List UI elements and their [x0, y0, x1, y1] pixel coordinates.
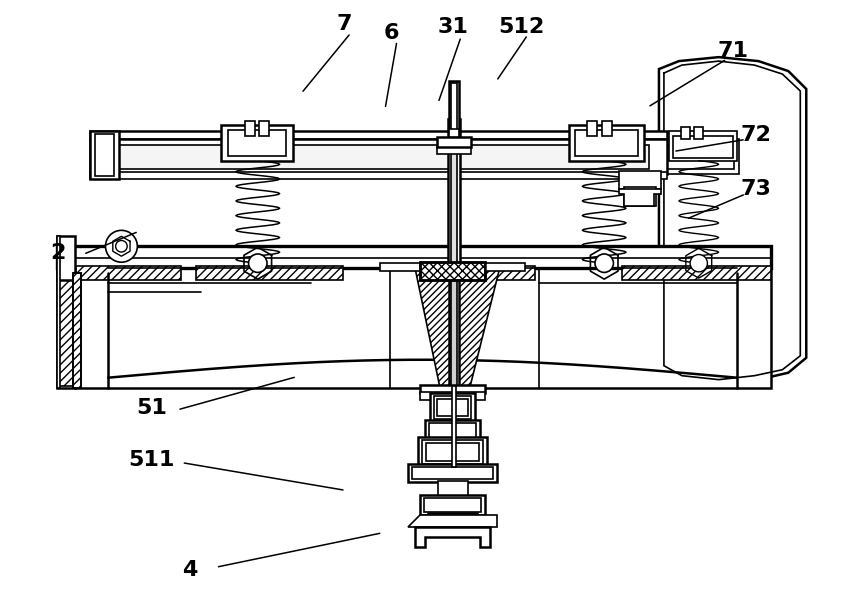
Bar [437, 399, 468, 416]
Bar [57, 246, 771, 268]
Bar [259, 121, 269, 136]
Bar [429, 423, 476, 440]
Bar [196, 266, 344, 280]
Circle shape [106, 230, 137, 262]
Bar [451, 121, 457, 268]
Bar [73, 273, 81, 388]
Bar [437, 146, 471, 154]
Bar [57, 266, 181, 280]
Text: 51: 51 [137, 398, 167, 418]
Bar [412, 468, 493, 479]
Text: 72: 72 [740, 125, 771, 145]
Bar [694, 127, 703, 139]
Bar [420, 262, 484, 280]
Text: 512: 512 [499, 17, 545, 37]
Bar [673, 136, 733, 157]
Bar [57, 268, 75, 388]
Bar [451, 268, 457, 385]
Bar [602, 121, 612, 136]
Bar [420, 392, 484, 399]
Bar [57, 237, 75, 280]
Circle shape [248, 254, 267, 272]
Bar [75, 268, 771, 388]
Bar [451, 83, 457, 131]
Text: 4: 4 [182, 561, 198, 580]
Text: 2: 2 [50, 243, 65, 263]
Bar [73, 273, 81, 388]
Bar [422, 440, 483, 465]
Bar [425, 421, 480, 443]
Bar [420, 385, 484, 393]
Text: 7: 7 [336, 15, 351, 35]
Bar [622, 266, 771, 280]
Bar [445, 266, 534, 280]
Bar [681, 127, 690, 139]
Polygon shape [408, 515, 497, 527]
Bar [428, 513, 477, 527]
Polygon shape [664, 61, 801, 379]
Polygon shape [415, 527, 490, 547]
Bar [570, 125, 644, 161]
Text: 73: 73 [740, 179, 771, 199]
Circle shape [690, 255, 708, 272]
Bar [449, 268, 459, 388]
Circle shape [116, 241, 127, 252]
Bar [619, 171, 661, 188]
Polygon shape [415, 268, 500, 388]
Bar [430, 393, 475, 423]
Bar [449, 129, 459, 137]
Bar [438, 481, 468, 497]
Bar [434, 396, 471, 420]
Bar [228, 130, 286, 156]
Bar [89, 171, 667, 179]
Text: 6: 6 [383, 23, 399, 43]
Bar [89, 131, 667, 139]
Bar [432, 514, 472, 524]
Bar [112, 145, 649, 168]
Text: 71: 71 [717, 41, 748, 61]
Circle shape [595, 254, 613, 272]
Bar [57, 237, 59, 388]
Bar [624, 187, 656, 207]
Bar [437, 137, 471, 147]
Polygon shape [619, 188, 661, 207]
Bar [418, 437, 487, 468]
Bar [659, 145, 734, 168]
Bar [452, 385, 456, 468]
Bar [420, 262, 484, 280]
Bar [89, 139, 667, 174]
Bar [221, 125, 293, 161]
Bar [58, 270, 73, 385]
Bar [381, 263, 420, 271]
Bar [669, 131, 736, 161]
Bar [576, 130, 638, 156]
Polygon shape [659, 57, 807, 384]
Bar [484, 263, 525, 271]
Bar [588, 121, 597, 136]
Bar [408, 465, 497, 482]
Bar [659, 139, 739, 174]
Bar [89, 131, 119, 179]
Text: 31: 31 [437, 17, 468, 37]
Bar [94, 134, 114, 176]
Bar [420, 495, 484, 515]
Bar [424, 498, 481, 512]
Text: 511: 511 [128, 450, 174, 470]
Bar [245, 121, 255, 136]
Bar [426, 443, 478, 461]
Bar [57, 250, 771, 264]
Bar [448, 119, 460, 268]
Bar [449, 81, 459, 131]
